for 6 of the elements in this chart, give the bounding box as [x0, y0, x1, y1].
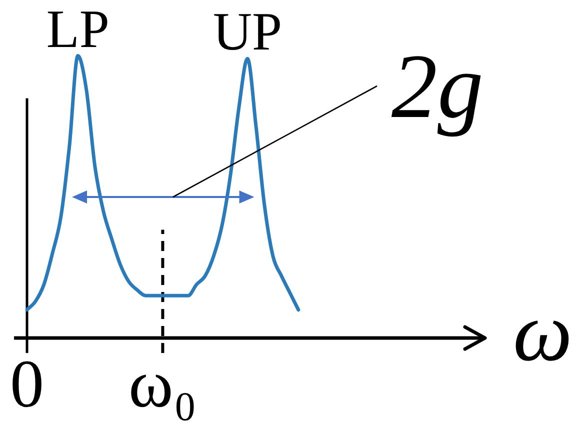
annotation: LP [46, 0, 110, 59]
x-tick-label: 0 [10, 346, 44, 422]
annotation: UP [213, 2, 282, 62]
annotation: 2g [391, 34, 484, 137]
x-tick-label: ω₀ [128, 346, 197, 422]
x-axis-title: ω [513, 286, 572, 379]
